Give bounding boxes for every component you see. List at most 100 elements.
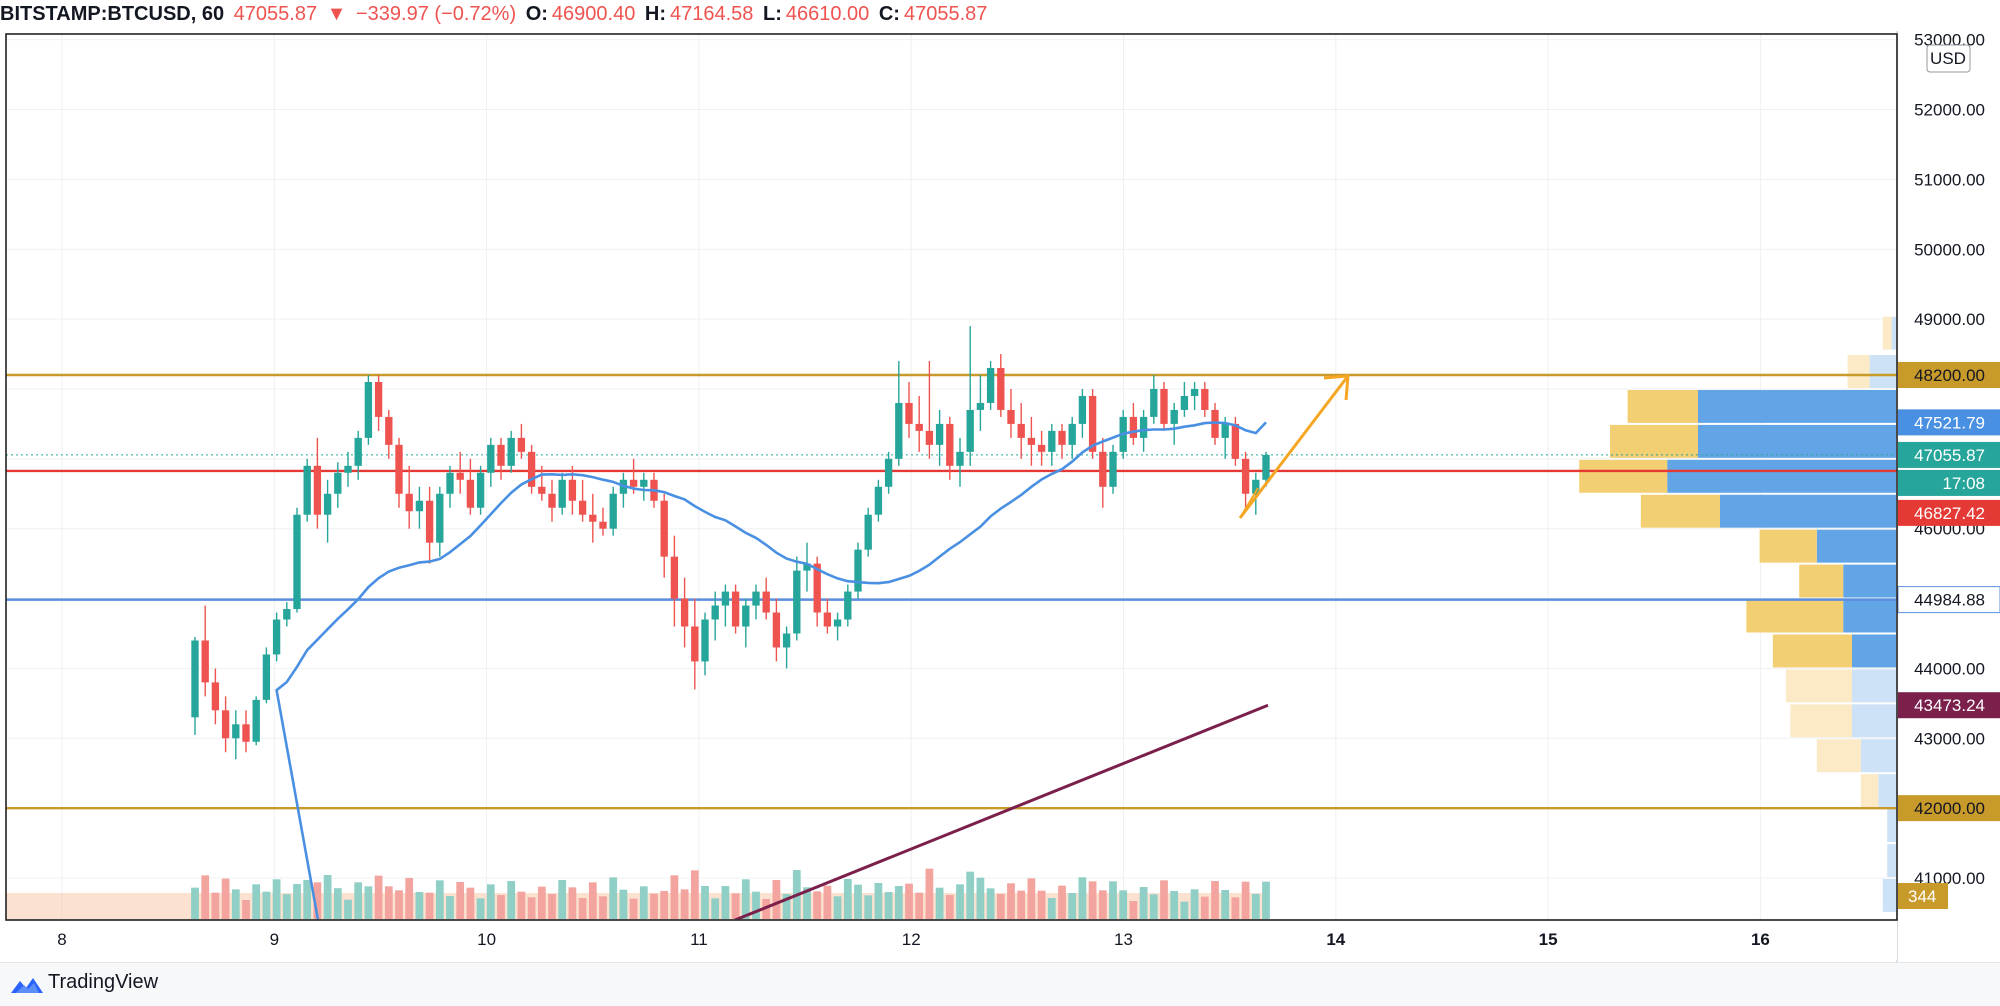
- volume-bar: [1119, 890, 1128, 919]
- volume-bar: [527, 897, 536, 919]
- volume-bar: [854, 884, 862, 919]
- volume-bar: [548, 894, 556, 919]
- candle-body: [395, 444, 403, 494]
- profile-bar-up: [1627, 389, 1698, 423]
- candle-body: [864, 514, 872, 550]
- volume-bar: [1129, 901, 1138, 919]
- currency-label: USD: [1930, 49, 1966, 68]
- volume-bar: [272, 879, 281, 919]
- time-axis-labels: 8 9 10 11 12 13 14 15 16: [57, 930, 1770, 949]
- candle-body: [252, 699, 260, 742]
- candle-body: [221, 710, 230, 739]
- volume-bar: [1027, 878, 1036, 919]
- candle-body: [344, 465, 352, 473]
- volume-bar: [986, 888, 995, 919]
- volume-bar: [497, 895, 505, 919]
- volume-bar: [282, 894, 291, 919]
- volume-bar: [1170, 891, 1179, 919]
- footer-bar: TradingView: [0, 962, 2000, 1006]
- volume-bar: [405, 878, 414, 919]
- candle-body: [742, 605, 750, 627]
- candle-body: [1201, 388, 1209, 410]
- price-tag: 46827.42: [1898, 499, 2000, 526]
- candle-body: [191, 640, 199, 718]
- volume-bar: [537, 886, 546, 919]
- price-tag-bg: [1898, 883, 1948, 909]
- price-tag-bg: [1898, 362, 2000, 389]
- candle-body: [966, 409, 974, 452]
- volume-bar: [1149, 894, 1158, 919]
- candle-body: [1211, 409, 1219, 438]
- volume-bar: [956, 884, 964, 919]
- volume-bar: [384, 886, 393, 919]
- candle-body: [415, 500, 424, 512]
- high-label: H:: [644, 3, 666, 25]
- candle-body: [874, 486, 883, 515]
- profile-bar-up: [1640, 494, 1720, 528]
- volume-bar: [221, 878, 230, 919]
- candle-body: [1170, 409, 1178, 424]
- profile-bar-down: [1843, 564, 1896, 598]
- time-axis-label: 10: [477, 930, 496, 949]
- volume-bar: [364, 886, 373, 919]
- price-tag: 42000.00: [1898, 795, 2000, 822]
- volume-bar: [1037, 890, 1046, 919]
- volume-bar: [415, 892, 424, 919]
- price-tag: 48200.00: [1898, 362, 2000, 389]
- time-axis-label: 9: [270, 930, 279, 949]
- price-tag: 47521.79: [1898, 409, 2000, 436]
- candle-body: [1139, 416, 1148, 438]
- symbol-label[interactable]: BITSTAMP:BTCUSD, 60: [0, 3, 225, 25]
- price-tag-bg: [1898, 441, 2000, 468]
- profile-bar-up: [1610, 424, 1698, 458]
- candle-body: [211, 682, 220, 711]
- candle-body: [242, 724, 250, 742]
- price-chart[interactable]: 41000.0042000.0043000.0044000.0046000.00…: [0, 0, 2000, 962]
- candle-body: [691, 626, 699, 662]
- open-value: 46900.40: [551, 3, 636, 25]
- volume-bar: [650, 893, 658, 919]
- volume-bar: [1251, 894, 1260, 919]
- volume-bar: [507, 881, 516, 919]
- trend-arrow-head: [1323, 374, 1350, 401]
- candle-body: [833, 619, 842, 627]
- volume-bar: [966, 871, 975, 919]
- volume-bar: [782, 894, 791, 919]
- volume-bar: [1200, 896, 1209, 919]
- volume-bar: [313, 882, 322, 919]
- high-value: 47164.58: [670, 3, 754, 25]
- tradingview-cloud-icon[interactable]: [8, 973, 46, 997]
- time-axis-label: 13: [1114, 930, 1133, 949]
- volume-bar: [741, 879, 750, 919]
- volume-bar: [252, 884, 261, 919]
- chart-pane-border: [5, 33, 1898, 921]
- price-axis-label: 49000.00: [1914, 310, 1985, 329]
- price-tag-label: 44984.88: [1914, 591, 1985, 610]
- candle-body: [456, 472, 464, 480]
- candle-body: [425, 500, 434, 543]
- candle-body: [272, 619, 281, 655]
- candle-body: [813, 563, 821, 613]
- time-axis[interactable]: [6, 920, 1897, 960]
- tradingview-brand[interactable]: TradingView: [48, 971, 159, 993]
- candle-body: [1099, 451, 1107, 487]
- volume-bar: [894, 886, 903, 919]
- candle-body: [354, 437, 362, 466]
- moving-average-short: [275, 421, 1267, 921]
- candle-body: [1037, 444, 1046, 452]
- candle-body: [517, 437, 526, 452]
- volume-bar: [711, 898, 720, 919]
- volume-bar: [588, 882, 597, 919]
- profile-bar-down: [1667, 459, 1896, 493]
- volume-bar: [1068, 893, 1077, 919]
- volume-bar: [721, 886, 730, 919]
- candle-body: [782, 633, 791, 648]
- volume-bar: [1231, 897, 1240, 919]
- volume-bar: [599, 896, 607, 919]
- horizontal-levels: [6, 373, 1897, 810]
- candle-body: [476, 472, 485, 508]
- candle-body: [1221, 423, 1229, 438]
- price-tag-label: 46827.42: [1914, 504, 1985, 523]
- candle-body: [1160, 388, 1168, 424]
- volume-bar: [731, 893, 740, 919]
